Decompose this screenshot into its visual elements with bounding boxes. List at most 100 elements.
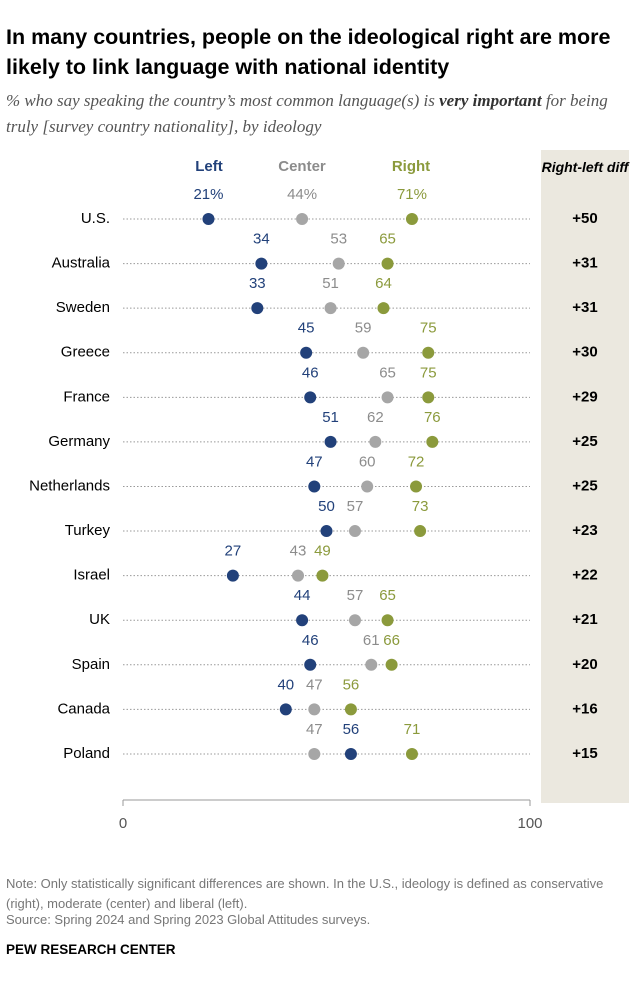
dot [410, 480, 423, 493]
diff-value: +16 [572, 700, 597, 717]
note: Note: Only statistically significant dif… [6, 876, 604, 911]
data-label: 73 [412, 498, 429, 515]
data-label: 49 [314, 543, 331, 560]
data-label: 47 [306, 676, 323, 693]
category-label: Germany [48, 433, 110, 450]
category-label: Canada [57, 700, 110, 717]
data-label: 57 [347, 498, 364, 515]
data-label: 56 [343, 721, 360, 738]
data-label: 60 [359, 453, 376, 470]
data-label: 46 [302, 632, 319, 649]
category-label: Sweden [56, 299, 110, 316]
dot [279, 703, 292, 716]
data-label: 71 [404, 721, 421, 738]
diff-header: Right-left diff [541, 159, 629, 175]
diff-value: +50 [572, 210, 597, 227]
data-label: 64 [375, 275, 392, 292]
dot [255, 257, 268, 270]
data-label: 21% [193, 186, 223, 203]
category-label: France [63, 388, 110, 405]
diff-value: +23 [572, 522, 597, 539]
data-label: 51 [322, 275, 339, 292]
data-label: 76 [424, 409, 441, 426]
subtitle-part: % who say speaking the country’s most co… [6, 91, 440, 110]
dot [251, 302, 264, 315]
data-label: 44 [294, 587, 311, 604]
data-label: 72 [408, 453, 425, 470]
dot [414, 525, 427, 538]
dot [377, 302, 390, 315]
data-label: 27 [225, 543, 242, 560]
x-tick-label: 100 [517, 815, 542, 832]
category-label: Israel [73, 567, 110, 584]
dot [369, 435, 382, 448]
dot [296, 213, 309, 225]
dot [365, 658, 378, 671]
category-label: Greece [61, 344, 110, 361]
diff-value: +15 [572, 745, 597, 762]
legend-label: Right [392, 158, 430, 175]
data-label: 44% [287, 186, 317, 203]
legend-label: Center [278, 158, 326, 175]
dot [405, 747, 418, 760]
dot [308, 480, 321, 493]
dot [308, 703, 321, 716]
dot [344, 703, 357, 716]
data-label: 40 [277, 676, 294, 693]
data-label: 65 [379, 364, 396, 381]
dot [348, 614, 361, 627]
data-label: 59 [355, 320, 372, 337]
dot [405, 213, 418, 225]
data-label: 71% [397, 186, 427, 203]
dot [202, 213, 215, 225]
subtitle-emphasis: very important [439, 91, 542, 110]
data-label: 65 [379, 587, 396, 604]
dot [361, 480, 374, 493]
dot [324, 435, 337, 448]
data-label: 50 [318, 498, 335, 515]
category-label: Netherlands [29, 477, 110, 494]
dot [320, 525, 333, 538]
subtitle-part: for being truly [survey country national… [6, 91, 608, 136]
data-label: 33 [249, 275, 266, 292]
diff-value: +31 [572, 255, 597, 272]
diff-value: +21 [572, 611, 597, 628]
category-label: Spain [72, 656, 110, 673]
dot [332, 257, 345, 270]
data-label: 47 [306, 721, 323, 738]
dot [300, 346, 313, 359]
dot [348, 525, 361, 538]
data-label: 62 [367, 409, 384, 426]
dot [422, 391, 435, 404]
dot [385, 658, 398, 671]
data-label: 46 [302, 364, 319, 381]
dot [357, 346, 370, 359]
data-label: 51 [322, 409, 339, 426]
diff-value: +20 [572, 656, 597, 673]
diff-value: +30 [572, 344, 597, 361]
diff-value: +29 [572, 388, 597, 405]
data-label: 57 [347, 587, 364, 604]
category-label: U.S. [81, 210, 110, 227]
diff-value: +25 [572, 477, 597, 494]
data-label: 66 [383, 632, 400, 649]
dot [426, 435, 439, 448]
chart-subtitle: % who say speaking the country’s most co… [6, 88, 631, 140]
dot [316, 569, 329, 582]
data-label: 56 [343, 676, 360, 693]
dot [422, 346, 435, 359]
data-label: 53 [330, 231, 347, 248]
dot [324, 302, 337, 315]
data-label: 45 [298, 320, 315, 337]
diff-value: +25 [572, 433, 597, 450]
category-label: Australia [52, 255, 111, 272]
data-label: 75 [420, 364, 437, 381]
dot [344, 747, 357, 760]
category-label: UK [89, 611, 110, 628]
diff-value: +31 [572, 299, 597, 316]
diff-value: +22 [572, 567, 597, 584]
dot [381, 257, 394, 270]
x-tick-label: 0 [119, 815, 127, 832]
